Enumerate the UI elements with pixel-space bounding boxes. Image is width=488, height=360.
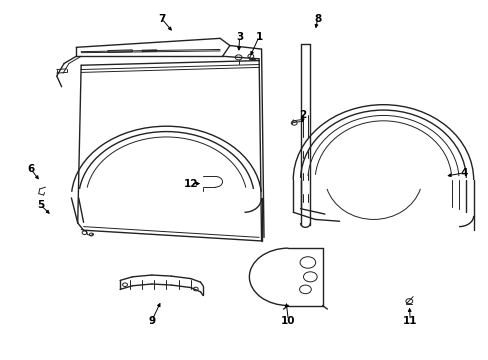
Text: 4: 4: [459, 168, 467, 178]
Text: 1: 1: [255, 32, 262, 41]
Text: 10: 10: [281, 316, 295, 325]
Text: 12: 12: [183, 179, 198, 189]
Text: 6: 6: [27, 164, 35, 174]
Text: 8: 8: [313, 14, 321, 24]
Text: 7: 7: [158, 14, 165, 24]
Text: 9: 9: [148, 316, 155, 325]
Text: 2: 2: [299, 111, 306, 121]
Text: 3: 3: [236, 32, 243, 41]
Text: 5: 5: [37, 200, 44, 210]
Text: 11: 11: [402, 316, 417, 325]
